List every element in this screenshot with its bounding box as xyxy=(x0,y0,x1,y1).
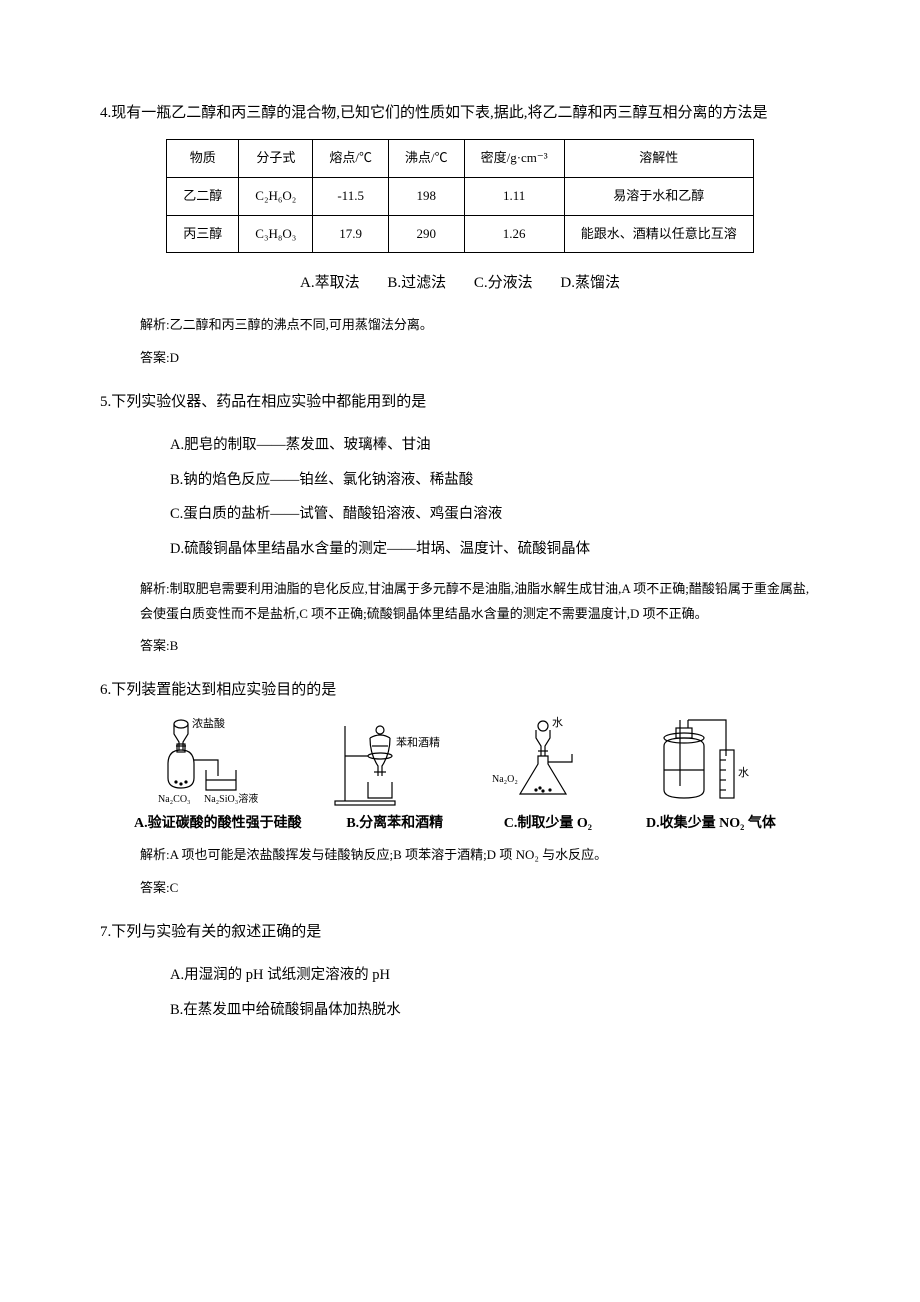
q4-title: 4.现有一瓶乙二醇和丙三醇的混合物,已知它们的性质如下表,据此,将乙二醇和丙三醇… xyxy=(100,100,820,127)
q5-options: A.肥皂的制取——蒸发皿、玻璃棒、甘油 B.钠的焰色反应——铂丝、氯化钠溶液、稀… xyxy=(170,428,820,567)
question-7: 7.下列与实验有关的叙述正确的是 A.用湿润的 pH 试纸测定溶液的 pH B.… xyxy=(100,919,820,1028)
diagram-b: 苯和酒精 B.分离苯和酒精 xyxy=(330,716,460,833)
diagram-b-label: B.分离苯和酒精 xyxy=(346,815,443,833)
diagram-a: 浓盐酸 Na₂CO₃ Na₂SiO₃溶液 A.验证碳酸的酸性强于硅酸 xyxy=(134,716,302,833)
q6-title: 6.下列装置能达到相应实验目的的是 xyxy=(100,677,820,704)
q7-title: 7.下列与实验有关的叙述正确的是 xyxy=(100,919,820,946)
q7-opt-b: B.在蒸发皿中给硫酸铜晶体加热脱水 xyxy=(170,993,820,1028)
question-5: 5.下列实验仪器、药品在相应实验中都能用到的是 A.肥皂的制取——蒸发皿、玻璃棒… xyxy=(100,389,820,657)
q4-explanation: 解析:乙二醇和丙三醇的沸点不同,可用蒸馏法分离。 xyxy=(140,313,820,338)
q4-opt-a: A.萃取法 xyxy=(300,275,360,291)
apparatus-d-icon: 水 xyxy=(636,716,786,811)
q7-options: A.用湿润的 pH 试纸测定溶液的 pH B.在蒸发皿中给硫酸铜晶体加热脱水 xyxy=(170,958,820,1028)
q5-opt-d: D.硫酸铜晶体里结晶水含量的测定——坩埚、温度计、硫酸铜晶体 xyxy=(170,532,820,567)
q6-diagrams: 浓盐酸 Na₂CO₃ Na₂SiO₃溶液 A.验证碳酸的酸性强于硅酸 xyxy=(120,716,800,833)
diagram-d: 水 D.收集少量 NO₂ 气体 xyxy=(636,716,786,833)
question-4: 4.现有一瓶乙二醇和丙三醇的混合物,已知它们的性质如下表,据此,将乙二醇和丙三醇… xyxy=(100,100,820,369)
q5-opt-a: A.肥皂的制取——蒸发皿、玻璃棒、甘油 xyxy=(170,428,820,463)
q5-title: 5.下列实验仪器、药品在相应实验中都能用到的是 xyxy=(100,389,820,416)
q4-table: 物质 分子式 熔点/℃ 沸点/℃ 密度/g·cm⁻³ 溶解性 乙二醇 C₂H₆O… xyxy=(166,139,753,253)
annot: Na₂O₂ xyxy=(492,774,518,785)
td: 乙二醇 xyxy=(167,177,239,215)
q4-opt-c: C.分液法 xyxy=(474,275,533,291)
td: 能跟水、酒精以任意比互溶 xyxy=(564,215,753,253)
td: 1.11 xyxy=(464,177,564,215)
td: -11.5 xyxy=(313,177,389,215)
td: C₂H₆O₂ xyxy=(239,177,313,215)
th: 溶解性 xyxy=(564,140,753,178)
td: 1.26 xyxy=(464,215,564,253)
td: C₃H₈O₃ xyxy=(239,215,313,253)
td: 290 xyxy=(388,215,464,253)
diagram-c: 水 Na₂O₂ C.制取少量 O₂ xyxy=(488,716,608,833)
annot: 水 xyxy=(552,716,563,729)
q6-answer: 答案:C xyxy=(140,878,820,899)
th: 熔点/℃ xyxy=(313,140,389,178)
diagram-a-label: A.验证碳酸的酸性强于硅酸 xyxy=(134,815,302,833)
question-6: 6.下列装置能达到相应实验目的的是 xyxy=(100,677,820,899)
annot: 水 xyxy=(738,766,749,779)
q5-opt-b: B.钠的焰色反应——铂丝、氯化钠溶液、稀盐酸 xyxy=(170,463,820,498)
th: 物质 xyxy=(167,140,239,178)
annot: Na₂SiO₃溶液 xyxy=(204,792,258,805)
q4-opt-b: B.过滤法 xyxy=(387,275,446,291)
table-row: 丙三醇 C₃H₈O₃ 17.9 290 1.26 能跟水、酒精以任意比互溶 xyxy=(167,215,753,253)
q7-opt-a: A.用湿润的 pH 试纸测定溶液的 pH xyxy=(170,958,820,993)
table-header-row: 物质 分子式 熔点/℃ 沸点/℃ 密度/g·cm⁻³ 溶解性 xyxy=(167,140,753,178)
table-row: 乙二醇 C₂H₆O₂ -11.5 198 1.11 易溶于水和乙醇 xyxy=(167,177,753,215)
q5-opt-c: C.蛋白质的盐析——试管、醋酸铅溶液、鸡蛋白溶液 xyxy=(170,497,820,532)
q4-options: A.萃取法 B.过滤法 C.分液法 D.蒸馏法 xyxy=(100,271,820,295)
annot: Na₂CO₃ xyxy=(158,794,191,805)
annot: 苯和酒精 xyxy=(396,735,440,749)
q6-explanation: 解析:A 项也可能是浓盐酸挥发与硅酸钠反应;B 项苯溶于酒精;D 项 NO₂ 与… xyxy=(140,843,820,868)
annot: 浓盐酸 xyxy=(192,716,225,730)
apparatus-a-icon: 浓盐酸 Na₂CO₃ Na₂SiO₃溶液 xyxy=(148,716,288,811)
th: 沸点/℃ xyxy=(388,140,464,178)
diagram-c-label: C.制取少量 O₂ xyxy=(504,815,592,833)
td: 易溶于水和乙醇 xyxy=(564,177,753,215)
td: 17.9 xyxy=(313,215,389,253)
apparatus-b-icon: 苯和酒精 xyxy=(330,716,460,811)
th: 分子式 xyxy=(239,140,313,178)
th: 密度/g·cm⁻³ xyxy=(464,140,564,178)
td: 198 xyxy=(388,177,464,215)
q5-explanation: 解析:制取肥皂需要利用油脂的皂化反应,甘油属于多元醇不是油脂,油脂水解生成甘油,… xyxy=(140,577,820,626)
td: 丙三醇 xyxy=(167,215,239,253)
q5-answer: 答案:B xyxy=(140,636,820,657)
q4-opt-d: D.蒸馏法 xyxy=(560,275,620,291)
diagram-d-label: D.收集少量 NO₂ 气体 xyxy=(646,815,776,833)
q4-answer: 答案:D xyxy=(140,348,820,369)
apparatus-c-icon: 水 Na₂O₂ xyxy=(488,716,608,811)
